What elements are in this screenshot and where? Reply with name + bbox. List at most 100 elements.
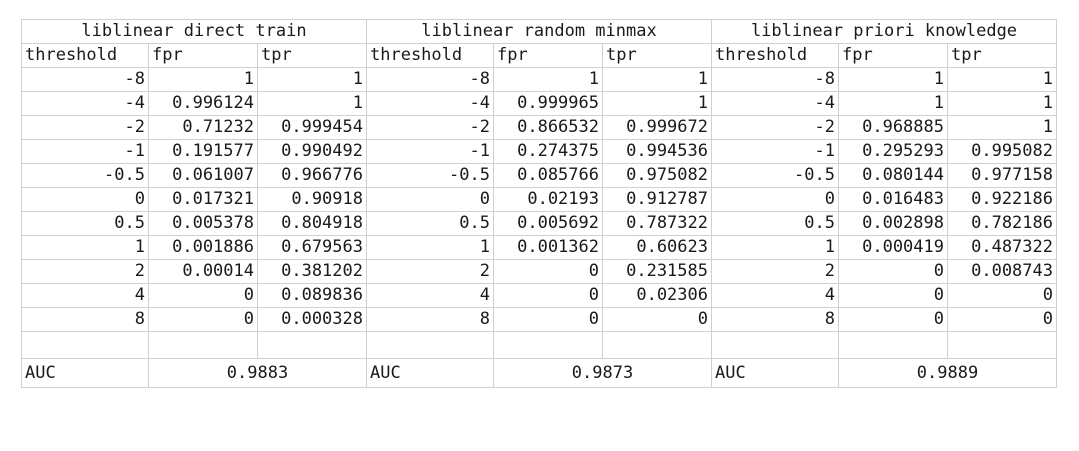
table-cell[interactable]: 0	[838, 259, 948, 284]
table-cell[interactable]: 0.782186	[947, 211, 1057, 236]
empty-cell[interactable]	[21, 331, 149, 359]
table-cell[interactable]: 0.191577	[148, 139, 258, 164]
table-cell[interactable]: -8	[711, 67, 839, 92]
table-cell[interactable]: -1	[21, 139, 149, 164]
column-header[interactable]: tpr	[257, 43, 367, 68]
empty-cell[interactable]	[711, 331, 839, 359]
table-cell[interactable]: 1	[257, 91, 367, 116]
table-cell[interactable]: 0.381202	[257, 259, 367, 284]
table-cell[interactable]: 0.968885	[838, 115, 948, 140]
table-cell[interactable]: 2	[366, 259, 494, 284]
table-cell[interactable]: 0	[838, 307, 948, 332]
table-cell[interactable]: 1	[21, 235, 149, 260]
table-cell[interactable]: 4	[711, 283, 839, 308]
table-cell[interactable]: 0.866532	[493, 115, 603, 140]
group-title[interactable]: liblinear random minmax	[366, 19, 712, 44]
table-cell[interactable]: 0.000419	[838, 235, 948, 260]
table-cell[interactable]: 0	[366, 187, 494, 212]
table-cell[interactable]: 0.02306	[602, 283, 712, 308]
table-cell[interactable]: 0.295293	[838, 139, 948, 164]
table-cell[interactable]: 4	[366, 283, 494, 308]
table-cell[interactable]: 1	[602, 91, 712, 116]
table-cell[interactable]: 0.999965	[493, 91, 603, 116]
table-cell[interactable]: 1	[947, 91, 1057, 116]
auc-value[interactable]: 0.9873	[493, 358, 712, 388]
table-cell[interactable]: 0.231585	[602, 259, 712, 284]
table-cell[interactable]: 8	[21, 307, 149, 332]
table-cell[interactable]: 1	[602, 67, 712, 92]
empty-cell[interactable]	[148, 331, 258, 359]
table-cell[interactable]: 4	[21, 283, 149, 308]
table-cell[interactable]: 0.5	[366, 211, 494, 236]
table-cell[interactable]: 1	[838, 91, 948, 116]
table-cell[interactable]: 0	[148, 307, 258, 332]
table-cell[interactable]: 0	[602, 307, 712, 332]
empty-cell[interactable]	[366, 331, 494, 359]
column-header[interactable]: tpr	[602, 43, 712, 68]
auc-label[interactable]: AUC	[366, 358, 494, 388]
column-header[interactable]: threshold	[711, 43, 839, 68]
table-cell[interactable]: 0.977158	[947, 163, 1057, 188]
column-header[interactable]: fpr	[148, 43, 258, 68]
table-cell[interactable]: 0	[947, 307, 1057, 332]
empty-cell[interactable]	[257, 331, 367, 359]
table-cell[interactable]: 0	[711, 187, 839, 212]
table-cell[interactable]: 0.02193	[493, 187, 603, 212]
table-cell[interactable]: 0.001886	[148, 235, 258, 260]
table-cell[interactable]: -4	[711, 91, 839, 116]
table-cell[interactable]: -0.5	[21, 163, 149, 188]
table-cell[interactable]: -4	[21, 91, 149, 116]
table-cell[interactable]: 0.60623	[602, 235, 712, 260]
empty-cell[interactable]	[493, 331, 603, 359]
table-cell[interactable]: 0.5	[21, 211, 149, 236]
table-cell[interactable]: 0.089836	[257, 283, 367, 308]
table-cell[interactable]: 1	[947, 115, 1057, 140]
table-cell[interactable]: 0.061007	[148, 163, 258, 188]
table-cell[interactable]: 0.912787	[602, 187, 712, 212]
table-cell[interactable]: 0.002898	[838, 211, 948, 236]
table-cell[interactable]: -4	[366, 91, 494, 116]
table-cell[interactable]: 0	[21, 187, 149, 212]
table-cell[interactable]: -0.5	[366, 163, 494, 188]
table-cell[interactable]: 0.995082	[947, 139, 1057, 164]
column-header[interactable]: fpr	[838, 43, 948, 68]
table-cell[interactable]: -8	[21, 67, 149, 92]
empty-cell[interactable]	[838, 331, 948, 359]
table-cell[interactable]: -8	[366, 67, 494, 92]
table-cell[interactable]: -0.5	[711, 163, 839, 188]
table-cell[interactable]: 0.994536	[602, 139, 712, 164]
auc-value[interactable]: 0.9883	[148, 358, 367, 388]
table-cell[interactable]: 0.5	[711, 211, 839, 236]
table-cell[interactable]: 0.966776	[257, 163, 367, 188]
auc-value[interactable]: 0.9889	[838, 358, 1057, 388]
table-cell[interactable]: -2	[366, 115, 494, 140]
column-header[interactable]: threshold	[366, 43, 494, 68]
table-cell[interactable]: 0	[493, 283, 603, 308]
table-cell[interactable]: 0.975082	[602, 163, 712, 188]
empty-cell[interactable]	[602, 331, 712, 359]
table-cell[interactable]: 0.787322	[602, 211, 712, 236]
table-cell[interactable]: 0.00014	[148, 259, 258, 284]
table-cell[interactable]: 1	[148, 67, 258, 92]
group-title[interactable]: liblinear direct train	[21, 19, 367, 44]
table-cell[interactable]: 1	[711, 235, 839, 260]
table-cell[interactable]: 0.487322	[947, 235, 1057, 260]
table-cell[interactable]: -1	[366, 139, 494, 164]
table-cell[interactable]: 0	[838, 283, 948, 308]
table-cell[interactable]: 0.804918	[257, 211, 367, 236]
table-cell[interactable]: 0.999454	[257, 115, 367, 140]
table-cell[interactable]: -2	[21, 115, 149, 140]
table-cell[interactable]: 0.71232	[148, 115, 258, 140]
column-header[interactable]: threshold	[21, 43, 149, 68]
table-cell[interactable]: 1	[366, 235, 494, 260]
table-cell[interactable]: 1	[838, 67, 948, 92]
auc-label[interactable]: AUC	[21, 358, 149, 388]
table-cell[interactable]: 8	[711, 307, 839, 332]
table-cell[interactable]: 1	[257, 67, 367, 92]
table-cell[interactable]: 0.005692	[493, 211, 603, 236]
empty-cell[interactable]	[947, 331, 1057, 359]
table-cell[interactable]: 1	[493, 67, 603, 92]
table-cell[interactable]: 0	[493, 259, 603, 284]
table-cell[interactable]: -1	[711, 139, 839, 164]
table-cell[interactable]: 0.085766	[493, 163, 603, 188]
